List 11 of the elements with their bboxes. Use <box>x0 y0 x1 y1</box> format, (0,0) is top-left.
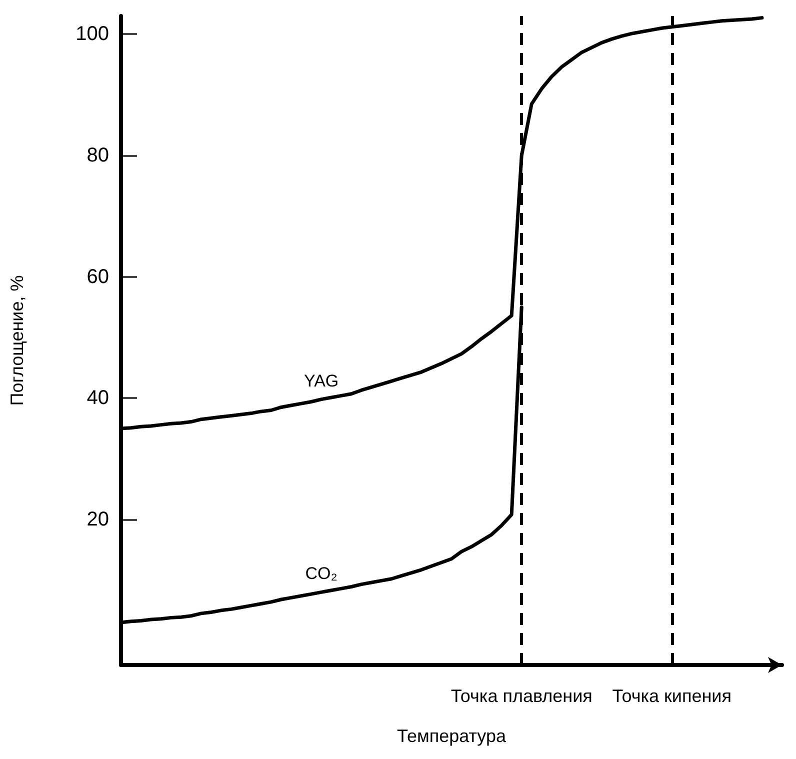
x-tick-label: Точка кипения <box>612 686 732 706</box>
y-axis-title: Поглощение, % <box>7 275 27 406</box>
y-tick-label: 80 <box>86 144 109 167</box>
x-tick-label: Точка плавления <box>450 686 592 706</box>
y-tick-label: 60 <box>86 266 109 288</box>
y-tick-label: 40 <box>86 387 109 410</box>
series-label: YAG <box>304 371 339 390</box>
series-label: CO₂ <box>305 564 338 584</box>
x-axis-title: Температура <box>396 726 507 746</box>
y-tick-label: 100 <box>76 23 109 46</box>
y-tick-label: 20 <box>86 508 109 530</box>
